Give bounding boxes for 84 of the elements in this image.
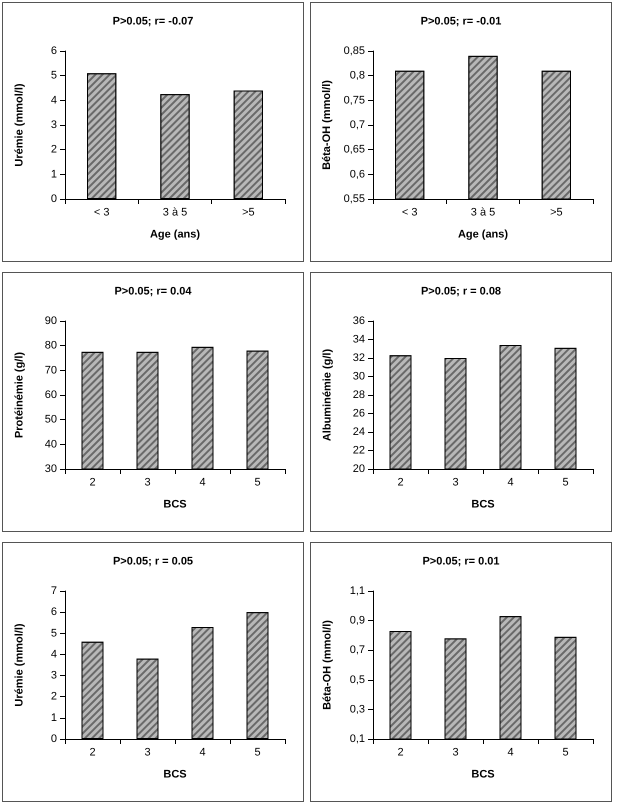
y-tick-label: 2 (50, 690, 57, 703)
x-tick-label: 2 (397, 746, 404, 758)
x-tick-label: 4 (199, 746, 206, 758)
y-tick-label: 5 (50, 70, 57, 82)
x-axis-title: BCS (471, 498, 495, 510)
y-tick-label: 60 (44, 389, 57, 401)
x-tick-label: 4 (507, 746, 514, 758)
x-tick-label: 5 (254, 746, 261, 758)
x-tick-label: 3 (452, 476, 459, 488)
x-axis-title: Age (ans) (458, 228, 508, 240)
y-tick-label: 0,6 (350, 168, 365, 180)
y-tick-label: 0,9 (350, 614, 365, 627)
y-tick-label: 36 (352, 315, 365, 327)
x-tick-label: 2 (89, 746, 96, 758)
y-tick-label: 5 (50, 627, 57, 640)
y-tick-label: 90 (44, 315, 57, 327)
x-tick-label: 4 (199, 476, 206, 488)
y-tick-label: 0 (50, 733, 57, 745)
y-axis-title: Urémie (mmol/l) (14, 83, 26, 167)
y-tick-label: 28 (352, 389, 365, 401)
y-tick-label: 3 (50, 670, 57, 682)
x-tick-label: 2 (89, 476, 96, 488)
x-tick-label: 3 (452, 746, 459, 758)
y-tick-label: 24 (352, 426, 365, 438)
y-tick-label: 1 (50, 168, 57, 180)
chart-title: P>0.05; r = 0.05 (112, 556, 194, 568)
y-tick-label: 20 (352, 463, 365, 475)
chart-title: P>0.05; r= 0.04 (114, 286, 192, 298)
chart-title: P>0.05; r = 0.08 (420, 286, 502, 298)
y-tick-label: 80 (44, 340, 57, 352)
y-tick-label: 0,1 (350, 733, 365, 745)
chart-title: P>0.05; r= 0.01 (422, 556, 500, 568)
y-tick-label: 1 (50, 712, 57, 724)
x-tick-label: 3 à 5 (162, 206, 188, 218)
x-tick-label: 5 (562, 746, 569, 758)
y-tick-label: 0,5 (350, 674, 365, 686)
y-tick-label: 4 (50, 94, 57, 106)
x-axis-title: Age (ans) (150, 228, 200, 240)
y-tick-label: 32 (352, 352, 365, 364)
x-axis-title: BCS (163, 498, 187, 510)
y-axis-title: Protéinémie (g/l) (14, 352, 26, 438)
x-tick-label: 3 (144, 476, 151, 488)
y-tick-label: 0,75 (344, 94, 365, 106)
y-tick-label: 0,65 (344, 144, 365, 156)
y-tick-label: 70 (44, 364, 57, 376)
x-axis-title: BCS (471, 768, 495, 780)
x-tick-label: 5 (562, 476, 569, 488)
chart-title: P>0.05; r= -0.01 (420, 16, 502, 28)
y-tick-label: 40 (44, 438, 57, 450)
y-tick-label: 6 (50, 606, 57, 618)
y-tick-label: 7 (50, 585, 57, 597)
x-tick-label: >5 (550, 206, 563, 218)
y-tick-label: 0,85 (344, 45, 365, 57)
y-tick-label: 30 (352, 370, 365, 382)
y-tick-label: 0,7 (350, 119, 365, 131)
y-axis-title: Béta-OH (mmol/l) (322, 620, 334, 710)
y-tick-label: 4 (50, 648, 57, 660)
y-tick-label: 26 (352, 408, 365, 420)
x-axis-title: BCS (163, 768, 187, 780)
y-axis-title: Urémie (mmol/l) (14, 623, 26, 707)
y-tick-label: 3 (50, 119, 57, 131)
x-tick-label: 2 (397, 476, 404, 488)
x-tick-label: < 3 (94, 206, 110, 218)
y-tick-label: 0,7 (350, 644, 365, 656)
x-tick-label: 3 (144, 746, 151, 758)
x-tick-label: 5 (254, 476, 261, 488)
y-tick-label: 2 (50, 144, 57, 156)
y-tick-label: 30 (44, 463, 57, 475)
y-tick-label: 34 (352, 334, 365, 346)
y-axis-title: Albuminémie (g/l) (322, 348, 334, 442)
y-tick-label: 0,3 (350, 703, 365, 716)
y-tick-label: 6 (50, 45, 57, 57)
y-axis-title: Béta-OH (mmol/l) (321, 80, 334, 170)
y-tick-label: 50 (44, 414, 57, 426)
x-tick-label: >5 (242, 206, 255, 218)
chart-title: P>0.05; r= -0.07 (112, 16, 194, 28)
x-tick-label: < 3 (402, 206, 418, 218)
y-tick-label: 0 (50, 193, 57, 205)
y-tick-label: 0,55 (344, 193, 365, 205)
y-tick-label: 0,8 (350, 70, 365, 82)
y-tick-label: 22 (352, 444, 365, 456)
x-tick-label: 4 (507, 476, 514, 488)
y-tick-label: 1,1 (350, 585, 365, 597)
x-tick-label: 3 à 5 (470, 206, 496, 218)
